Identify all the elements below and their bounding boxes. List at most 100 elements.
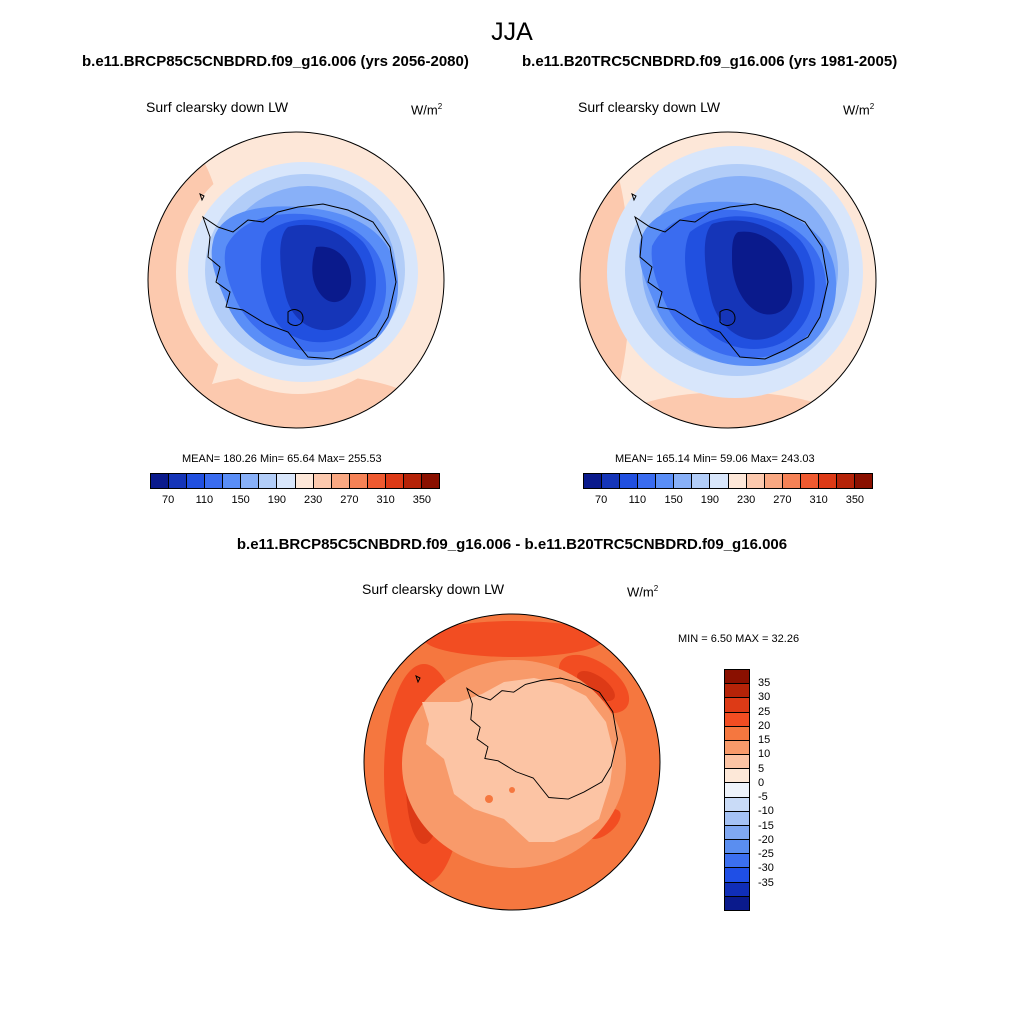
right-colorbar	[583, 473, 873, 489]
colorbar-swatch	[725, 755, 749, 770]
diff-variable-label: Surf clearsky down LW	[362, 581, 505, 597]
right-stats: MEAN= 165.14 Min= 59.06 Max= 243.03	[615, 453, 815, 465]
colorbar-tick-label: 230	[736, 494, 756, 506]
colorbar-swatch	[818, 474, 837, 488]
colorbar-swatch	[725, 726, 749, 741]
colorbar-swatch	[725, 684, 749, 699]
colorbar-tick-label: 190	[267, 494, 287, 506]
colorbar-swatch	[725, 896, 749, 910]
colorbar-swatch	[349, 474, 368, 488]
right-variable-label: Surf clearsky down LW	[578, 99, 721, 115]
diff-polar-map	[363, 613, 661, 911]
colorbar-tick-label: 20	[758, 719, 771, 732]
colorbar-swatch	[205, 474, 224, 488]
colorbar-swatch	[241, 474, 260, 488]
colorbar-swatch	[674, 474, 693, 488]
colorbar-swatch	[725, 783, 749, 798]
colorbar-swatch	[169, 474, 188, 488]
colorbar-swatch	[725, 797, 749, 812]
colorbar-swatch	[223, 474, 242, 488]
colorbar-tick-label: -20	[758, 833, 774, 846]
colorbar-tick-label: 35	[758, 677, 771, 690]
right-polar-map	[579, 131, 877, 429]
colorbar-swatch	[584, 474, 603, 488]
colorbar-tick-label: 350	[845, 494, 865, 506]
colorbar-swatch	[295, 474, 314, 488]
season-title: JJA	[491, 18, 533, 46]
colorbar-swatch	[187, 474, 206, 488]
colorbar-tick-label: 150	[664, 494, 683, 506]
colorbar-swatch	[725, 840, 749, 855]
colorbar-swatch	[836, 474, 855, 488]
colorbar-tick-label: 350	[412, 494, 432, 506]
colorbar-tick-label: 15	[758, 734, 771, 747]
left-unit-label: W/m2	[411, 102, 443, 118]
colorbar-swatch	[313, 474, 332, 488]
colorbar-tick-label: -5	[758, 791, 768, 804]
colorbar-tick-label: 10	[758, 748, 771, 761]
colorbar-tick-label: -15	[758, 819, 774, 832]
colorbar-swatch	[656, 474, 675, 488]
colorbar-tick-label: -35	[758, 876, 774, 889]
colorbar-tick-label: -30	[758, 862, 774, 875]
colorbar-tick-label: 0	[758, 776, 765, 789]
colorbar-tick-label: 25	[758, 705, 771, 718]
colorbar-swatch	[746, 474, 765, 488]
colorbar-tick-label: -10	[758, 805, 774, 818]
colorbar-swatch	[725, 868, 749, 883]
colorbar-swatch	[602, 474, 621, 488]
colorbar-tick-label: 70	[595, 494, 608, 506]
diff-colorbar	[724, 669, 750, 911]
diff-case-title: b.e11.BRCP85C5CNBDRD.f09_g16.006 - b.e11…	[236, 536, 788, 553]
colorbar-tick-label: 230	[303, 494, 323, 506]
colorbar-swatch	[725, 825, 749, 841]
colorbar-tick-label: 110	[628, 494, 647, 506]
colorbar-swatch	[331, 474, 350, 488]
colorbar-swatch	[421, 474, 439, 488]
colorbar-swatch	[638, 474, 657, 488]
colorbar-swatch	[277, 474, 296, 488]
colorbar-swatch	[764, 474, 783, 488]
colorbar-swatch	[725, 811, 749, 826]
colorbar-tick-label: 190	[700, 494, 720, 506]
colorbar-tick-label: 30	[758, 691, 771, 704]
right-unit-label: W/m2	[843, 102, 875, 118]
left-colorbar-ticks: 70 110 150 190 230 270 310 350	[150, 494, 440, 508]
colorbar-tick-label: 270	[340, 494, 359, 506]
diff-stats: MIN = 6.50 MAX = 32.26	[678, 633, 800, 645]
colorbar-swatch	[728, 474, 747, 488]
right-case-title: b.e11.B20TRC5CNBDRD.f09_g16.006 (yrs 198…	[522, 53, 898, 70]
left-case-title: b.e11.BRCP85C5CNBDRD.f09_g16.006 (yrs 20…	[82, 53, 469, 70]
diff-colorbar-ticks: 35 30 25 20 15 10 5 0 -5 -10 -15 -20 -25 -30 -35	[758, 669, 798, 909]
colorbar-tick-label: 310	[376, 494, 395, 506]
colorbar-swatch	[385, 474, 404, 488]
left-colorbar	[150, 473, 440, 489]
colorbar-swatch	[725, 769, 749, 784]
colorbar-swatch	[782, 474, 801, 488]
diff-unit-label: W/m2	[627, 584, 659, 600]
colorbar-tick-label: 70	[162, 494, 175, 506]
colorbar-tick-label: 110	[195, 494, 214, 506]
colorbar-swatch	[710, 474, 729, 488]
colorbar-swatch	[725, 882, 749, 897]
colorbar-swatch	[151, 474, 170, 488]
colorbar-tick-label: 5	[758, 762, 765, 775]
colorbar-tick-label: 150	[231, 494, 250, 506]
colorbar-tick-label: 270	[773, 494, 792, 506]
left-variable-label: Surf clearsky down LW	[146, 99, 289, 115]
colorbar-swatch	[725, 740, 749, 756]
colorbar-swatch	[725, 854, 749, 869]
colorbar-tick-label: -25	[758, 848, 774, 861]
colorbar-swatch	[692, 474, 711, 488]
right-colorbar-ticks: 70 110 150 190 230 270 310 350	[583, 494, 873, 508]
colorbar-swatch	[620, 474, 639, 488]
colorbar-swatch	[725, 698, 749, 713]
colorbar-swatch	[800, 474, 819, 488]
left-stats: MEAN= 180.26 Min= 65.64 Max= 255.53	[182, 453, 382, 465]
colorbar-swatch	[367, 474, 386, 488]
colorbar-swatch	[725, 712, 749, 727]
colorbar-swatch	[403, 474, 422, 488]
colorbar-tick-label: 310	[809, 494, 828, 506]
colorbar-swatch	[854, 474, 872, 488]
colorbar-swatch	[259, 474, 278, 488]
